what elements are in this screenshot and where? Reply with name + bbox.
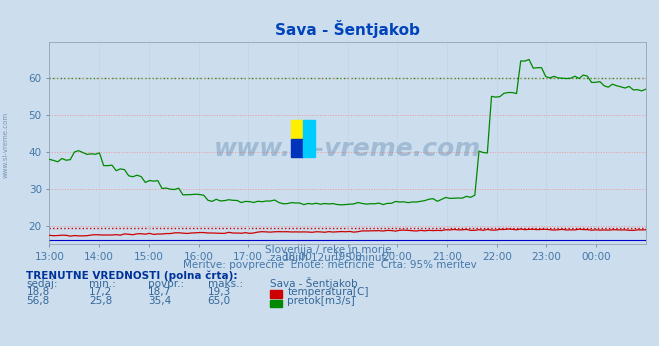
Bar <box>303 120 315 139</box>
Bar <box>291 120 303 139</box>
Bar <box>291 139 303 157</box>
Title: Sava - Šentjakob: Sava - Šentjakob <box>275 20 420 38</box>
Text: Sava - Šentjakob: Sava - Šentjakob <box>270 277 358 289</box>
Text: min.:: min.: <box>89 279 116 289</box>
Text: www.si-vreme.com: www.si-vreme.com <box>2 112 9 179</box>
Text: 18,8: 18,8 <box>26 287 49 297</box>
Bar <box>303 139 315 157</box>
Text: 25,8: 25,8 <box>89 297 112 307</box>
Text: sedaj:: sedaj: <box>26 279 58 289</box>
Text: 65,0: 65,0 <box>208 297 231 307</box>
Text: 19,3: 19,3 <box>208 287 231 297</box>
Text: Slovenija / reke in morje.: Slovenija / reke in morje. <box>264 245 395 255</box>
Text: povpr.:: povpr.: <box>148 279 185 289</box>
Text: TRENUTNE VREDNOSTI (polna črta):: TRENUTNE VREDNOSTI (polna črta): <box>26 270 238 281</box>
Text: 35,4: 35,4 <box>148 297 171 307</box>
Text: 17,2: 17,2 <box>89 287 112 297</box>
Text: 56,8: 56,8 <box>26 297 49 307</box>
Text: pretok[m3/s]: pretok[m3/s] <box>287 297 355 307</box>
Text: Meritve: povprečne  Enote: metrične  Črta: 95% meritev: Meritve: povprečne Enote: metrične Črta:… <box>183 258 476 270</box>
Text: temperatura[C]: temperatura[C] <box>287 287 369 297</box>
Text: maks.:: maks.: <box>208 279 243 289</box>
Text: zadnjih 12ur / 5 minut.: zadnjih 12ur / 5 minut. <box>270 253 389 263</box>
Text: 18,7: 18,7 <box>148 287 171 297</box>
Text: www.si-vreme.com: www.si-vreme.com <box>214 137 481 161</box>
